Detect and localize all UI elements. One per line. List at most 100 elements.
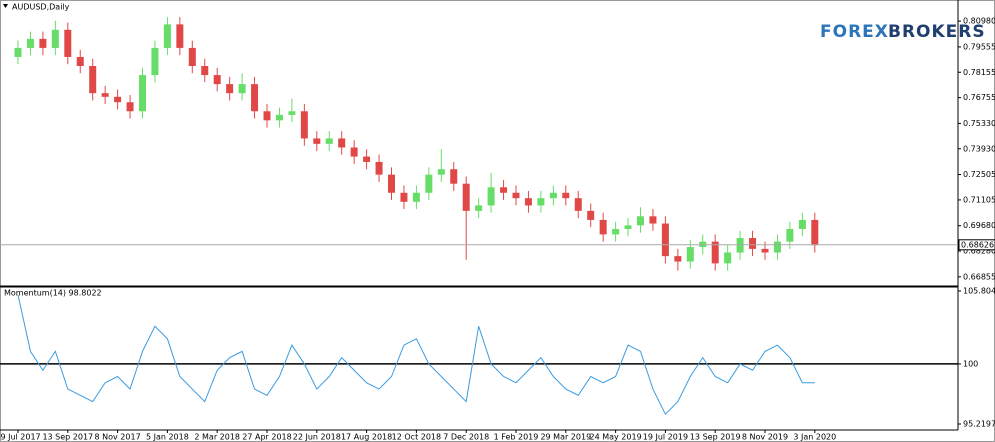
x-tick-label: 12 Oct 2018 xyxy=(392,433,441,442)
y-tick-label: 0.78155 xyxy=(963,68,995,77)
y-tick-label: 0.72505 xyxy=(963,170,995,179)
y-tick-label: 0.75330 xyxy=(963,119,995,128)
candle-body xyxy=(599,219,607,235)
x-tick-label: 22 Jun 2018 xyxy=(293,433,341,442)
candle-body xyxy=(649,216,657,224)
x-tick-label: 13 Sep 2019 xyxy=(690,433,741,442)
x-tick-label: 8 Nov 2019 xyxy=(742,433,788,442)
candle-body xyxy=(325,138,333,144)
x-tick-label: 19 Jul 2019 xyxy=(643,433,688,442)
candle-body xyxy=(388,174,395,193)
x-tick-label: 5 Jan 2018 xyxy=(146,433,189,442)
candle-body xyxy=(238,84,246,94)
y-tick-label: 0.76755 xyxy=(963,93,995,102)
candle-body xyxy=(176,24,184,48)
candle-body xyxy=(64,29,72,57)
candle-body xyxy=(549,192,557,199)
candle-body xyxy=(151,47,159,76)
momentum-line xyxy=(17,294,815,416)
title-icon xyxy=(3,4,8,8)
y-tick-label: 0.79555 xyxy=(963,42,995,51)
candle-body xyxy=(686,247,694,262)
candle-body xyxy=(39,38,47,48)
candle-body xyxy=(51,29,59,48)
candle-body xyxy=(14,47,22,57)
candle-body xyxy=(587,210,595,220)
candle-body xyxy=(425,174,433,193)
candle-body xyxy=(350,147,358,157)
candle-body xyxy=(76,56,84,67)
candle-body xyxy=(163,24,171,48)
candle-body xyxy=(89,66,97,94)
candle-body xyxy=(674,256,682,262)
candle-body xyxy=(126,102,134,112)
candle-body xyxy=(251,84,259,112)
current-price-label: 0.68626 xyxy=(961,240,994,249)
candle-body xyxy=(288,111,296,115)
candle-body xyxy=(300,111,308,139)
candle-body xyxy=(749,238,757,249)
candle-body xyxy=(338,138,346,148)
candle-body xyxy=(624,225,632,229)
candle-body xyxy=(475,205,483,211)
x-tick-label: 17 Aug 2018 xyxy=(341,433,392,442)
x-tick-label: 24 May 2019 xyxy=(590,433,642,442)
candle-body xyxy=(786,228,794,242)
candle-body xyxy=(661,223,669,257)
y-tick-label: 0.73930 xyxy=(963,144,995,153)
candle-body xyxy=(612,228,620,235)
candle-body xyxy=(375,161,383,175)
candle-body xyxy=(524,198,532,206)
candle-body xyxy=(711,241,719,264)
current-price-box xyxy=(958,239,995,251)
candle-body xyxy=(263,111,271,121)
candle-body xyxy=(363,156,371,162)
candle-body xyxy=(462,183,470,211)
candle-body xyxy=(188,47,196,67)
chart-title: AUDUSD,Daily xyxy=(12,3,70,12)
y-tick-label: 0.80980 xyxy=(963,17,995,26)
candle-body xyxy=(450,169,458,184)
y-tick-label: 105.8047 xyxy=(963,287,995,296)
candle-body xyxy=(537,198,545,206)
brand-second: BROKERS xyxy=(888,22,986,42)
y-tick-label: 0.69680 xyxy=(963,221,995,230)
candle-body xyxy=(512,192,520,199)
x-tick-label: 8 Nov 2017 xyxy=(95,433,141,442)
candle-body xyxy=(400,192,408,202)
candle-body xyxy=(275,114,283,121)
candle-body xyxy=(773,241,781,253)
candle-body xyxy=(811,219,819,246)
x-tick-label: 29 Mar 2019 xyxy=(540,433,591,442)
x-tick-label: 13 Sep 2017 xyxy=(42,433,93,442)
x-tick-label: 7 Dec 2018 xyxy=(443,433,489,442)
brand-first: FOREX xyxy=(820,22,889,42)
candle-body xyxy=(562,192,570,199)
y-tick-label: 95.2197 xyxy=(963,420,995,429)
candle-body xyxy=(412,192,420,202)
candle-body xyxy=(574,198,582,211)
candle-body xyxy=(761,248,769,253)
candle-body xyxy=(114,96,122,103)
x-tick-label: 1 Feb 2019 xyxy=(494,433,539,442)
candle-body xyxy=(724,252,732,264)
y-tick-label: 0.66855 xyxy=(963,272,995,281)
candle-body xyxy=(26,38,34,48)
x-tick-label: 2 Mar 2018 xyxy=(194,433,240,442)
x-tick-label: 27 Apr 2018 xyxy=(242,433,291,442)
y-tick-label: 0.71105 xyxy=(963,195,995,204)
candle-body xyxy=(101,93,109,97)
candle-body xyxy=(487,187,495,206)
candle-body xyxy=(139,75,146,112)
candle-body xyxy=(637,216,644,226)
candle-body xyxy=(201,66,209,76)
candle-body xyxy=(313,138,321,144)
candle-body xyxy=(798,219,806,229)
candle-body xyxy=(437,169,445,175)
x-tick-label: 19 Jul 2017 xyxy=(0,433,41,442)
y-tick-label: 100 xyxy=(963,359,978,368)
candle-body xyxy=(226,84,234,94)
x-tick-label: 3 Jan 2020 xyxy=(793,433,836,442)
